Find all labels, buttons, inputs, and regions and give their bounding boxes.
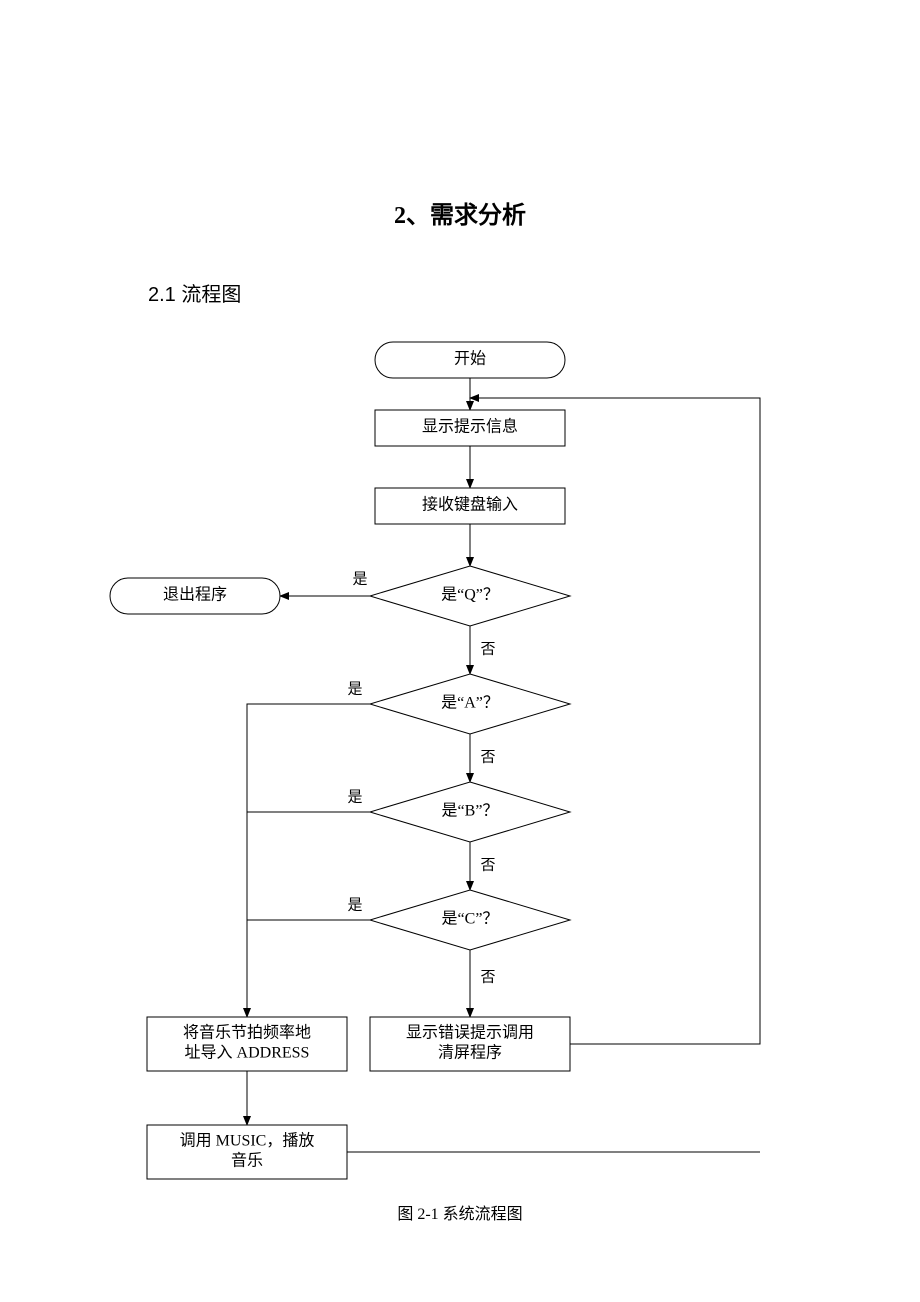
svg-text:是“Q”？: 是“Q”？ xyxy=(441,587,499,604)
flow-edge: 是 xyxy=(280,571,370,596)
flow-node-isQ: 是“Q”？ xyxy=(370,566,570,626)
flow-edge: 是 xyxy=(247,897,370,920)
svg-text:否: 否 xyxy=(480,641,495,657)
flow-edge: 是 xyxy=(247,681,370,1017)
svg-text:是“C”？: 是“C”？ xyxy=(442,911,499,928)
svg-text:是“B”？: 是“B”？ xyxy=(442,803,499,820)
svg-text:清屏程序: 清屏程序 xyxy=(438,1044,502,1062)
svg-text:是: 是 xyxy=(347,681,362,697)
flow-node-err: 显示错误提示调用清屏程序 xyxy=(370,1017,570,1071)
svg-text:否: 否 xyxy=(480,749,495,765)
flow-edge: 否 xyxy=(470,734,496,782)
svg-text:接收键盘输入: 接收键盘输入 xyxy=(422,495,518,514)
flowchart-svg: 是否否否否是是是 开始显示提示信息接收键盘输入是“Q”？退出程序是“A”？是“B… xyxy=(0,0,920,1302)
flow-node-isA: 是“A”？ xyxy=(370,674,570,734)
svg-text:退出程序: 退出程序 xyxy=(163,586,227,604)
svg-text:开始: 开始 xyxy=(454,350,486,368)
svg-text:是: 是 xyxy=(352,571,367,587)
svg-text:音乐: 音乐 xyxy=(231,1152,263,1170)
flow-edge: 否 xyxy=(470,842,496,890)
flow-node-music: 调用 MUSIC，播放音乐 xyxy=(147,1125,347,1179)
flow-edge: 是 xyxy=(247,789,370,812)
flow-node-isC: 是“C”？ xyxy=(370,890,570,950)
svg-text:显示提示信息: 显示提示信息 xyxy=(422,418,518,436)
svg-text:是“A”？: 是“A”？ xyxy=(441,695,499,712)
flow-node-isB: 是“B”？ xyxy=(370,782,570,842)
flow-node-start: 开始 xyxy=(375,342,565,378)
flow-edge: 否 xyxy=(470,950,496,1017)
flow-node-addr: 将音乐节拍频率地址导入 ADDRESS xyxy=(147,1017,347,1071)
svg-text:否: 否 xyxy=(480,969,495,985)
flow-node-exit: 退出程序 xyxy=(110,578,280,614)
svg-text:否: 否 xyxy=(480,857,495,873)
svg-text:是: 是 xyxy=(347,897,362,913)
flow-node-showtip: 显示提示信息 xyxy=(375,410,565,446)
svg-text:调用 MUSIC，播放: 调用 MUSIC，播放 xyxy=(180,1132,315,1150)
svg-text:址导入 ADDRESS: 址导入 ADDRESS xyxy=(185,1044,310,1062)
page: 2、需求分析 2.1 流程图 是否否否否是是是 开始显示提示信息接收键盘输入是“… xyxy=(0,0,920,1302)
flow-edge: 否 xyxy=(470,626,496,674)
svg-text:是: 是 xyxy=(347,789,362,805)
figure-caption: 图 2-1 系统流程图 xyxy=(0,1200,920,1224)
svg-text:显示错误提示调用: 显示错误提示调用 xyxy=(406,1024,534,1042)
flow-node-input: 接收键盘输入 xyxy=(375,488,565,524)
svg-text:将音乐节拍频率地: 将音乐节拍频率地 xyxy=(183,1024,311,1042)
